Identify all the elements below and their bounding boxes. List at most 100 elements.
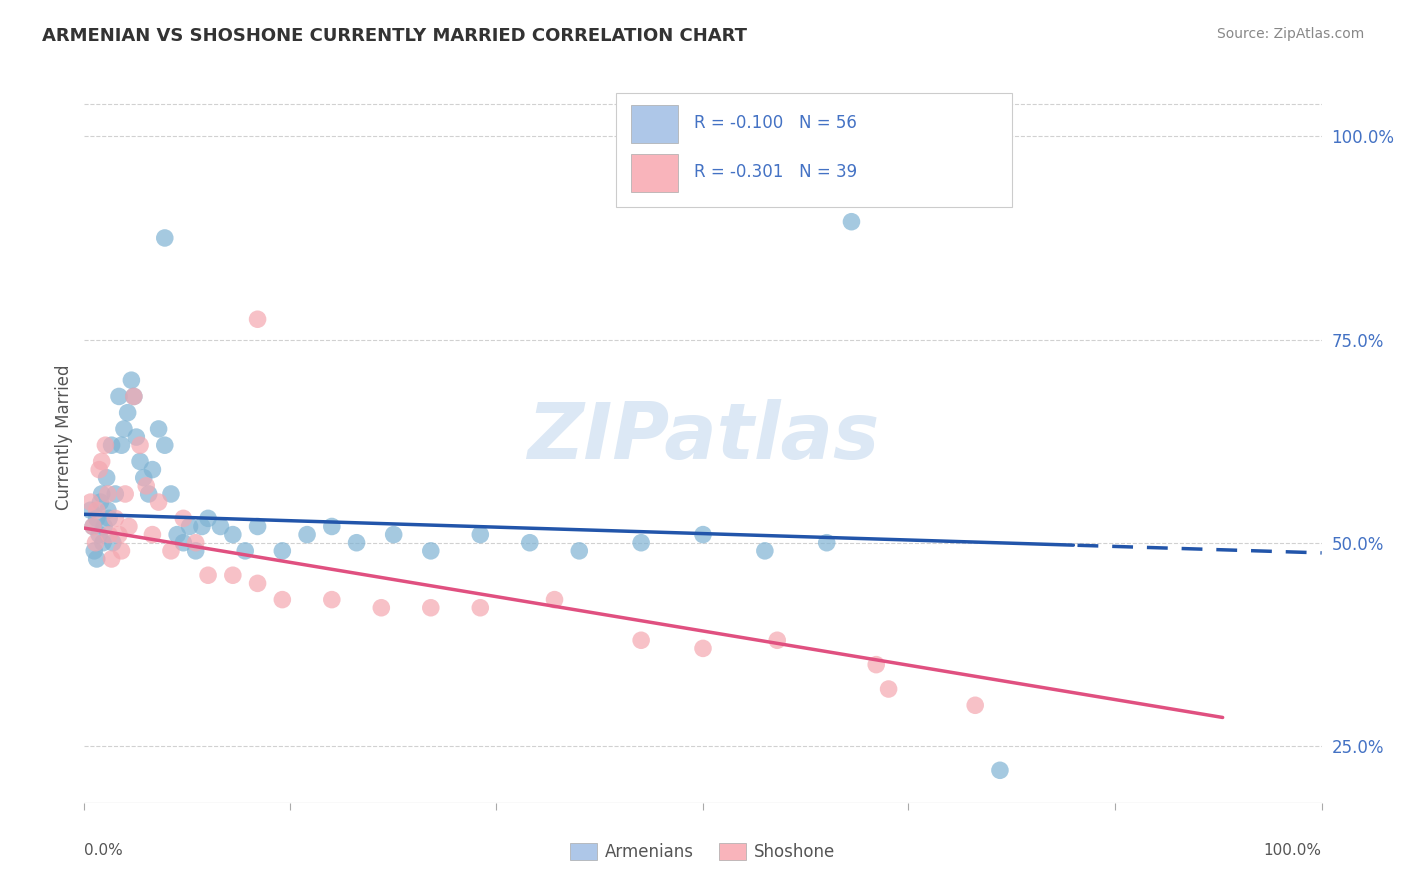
Point	[94, 438, 117, 452]
Point	[965, 698, 987, 713]
Point	[692, 527, 714, 541]
Point	[209, 519, 232, 533]
Point	[108, 389, 131, 403]
Point	[101, 535, 124, 549]
Point	[419, 544, 441, 558]
Point	[222, 568, 245, 582]
Point	[179, 519, 201, 533]
Point	[125, 430, 148, 444]
Point	[90, 454, 112, 468]
Point	[90, 487, 112, 501]
Text: Source: ZipAtlas.com: Source: ZipAtlas.com	[1216, 27, 1364, 41]
Point	[568, 544, 591, 558]
Point	[120, 373, 142, 387]
Legend: Armenians, Shoshone: Armenians, Shoshone	[564, 836, 842, 868]
Point	[271, 592, 294, 607]
Point	[82, 519, 104, 533]
Point	[246, 519, 269, 533]
Point	[815, 535, 838, 549]
Point	[295, 527, 318, 541]
Point	[93, 519, 115, 533]
Point	[129, 454, 152, 468]
Text: R = -0.100   N = 56: R = -0.100 N = 56	[695, 113, 858, 131]
Point	[166, 527, 188, 541]
Point	[470, 600, 492, 615]
Point	[117, 406, 139, 420]
Point	[89, 527, 111, 541]
Point	[110, 544, 132, 558]
Point	[754, 544, 776, 558]
Point	[246, 312, 269, 326]
Point	[91, 535, 114, 549]
Point	[271, 544, 294, 558]
Point	[766, 633, 789, 648]
Point	[96, 471, 118, 485]
Point	[100, 438, 122, 452]
Point	[184, 535, 207, 549]
Point	[97, 503, 120, 517]
Point	[233, 544, 256, 558]
Point	[865, 657, 887, 672]
Point	[419, 600, 441, 615]
Point	[148, 495, 170, 509]
Point	[321, 592, 343, 607]
Point	[160, 487, 183, 501]
Point	[172, 511, 194, 525]
Point	[86, 552, 108, 566]
Point	[153, 231, 176, 245]
Point	[98, 511, 121, 525]
Point	[112, 422, 135, 436]
Point	[630, 633, 652, 648]
Point	[108, 527, 131, 541]
Point	[197, 568, 219, 582]
Point	[98, 527, 121, 541]
Point	[197, 511, 219, 525]
Point	[84, 535, 107, 549]
Point	[122, 389, 145, 403]
Point	[79, 503, 101, 517]
Point	[122, 389, 145, 403]
Text: R = -0.301   N = 39: R = -0.301 N = 39	[695, 163, 858, 181]
Point	[543, 592, 565, 607]
FancyBboxPatch shape	[616, 94, 1012, 207]
FancyBboxPatch shape	[631, 105, 678, 143]
Point	[129, 438, 152, 452]
Point	[692, 641, 714, 656]
Y-axis label: Currently Married: Currently Married	[55, 364, 73, 510]
Point	[104, 487, 127, 501]
Point	[191, 519, 214, 533]
Point	[160, 544, 183, 558]
Point	[141, 462, 163, 476]
Point	[346, 535, 368, 549]
Point	[104, 511, 127, 525]
Point	[89, 462, 111, 476]
Text: ARMENIAN VS SHOSHONE CURRENTLY MARRIED CORRELATION CHART: ARMENIAN VS SHOSHONE CURRENTLY MARRIED C…	[42, 27, 747, 45]
Text: 0.0%: 0.0%	[84, 843, 124, 858]
Point	[100, 552, 122, 566]
Text: 100.0%: 100.0%	[1264, 843, 1322, 858]
Point	[135, 479, 157, 493]
Point	[321, 519, 343, 533]
Point	[110, 438, 132, 452]
Point	[83, 544, 105, 558]
Point	[89, 495, 111, 509]
Point	[988, 764, 1011, 778]
Point	[82, 519, 104, 533]
Point	[86, 503, 108, 517]
Point	[841, 215, 863, 229]
Point	[79, 495, 101, 509]
Point	[630, 535, 652, 549]
Point	[246, 576, 269, 591]
Point	[184, 544, 207, 558]
Point	[118, 519, 141, 533]
Point	[370, 600, 392, 615]
Point	[132, 471, 155, 485]
Point	[222, 527, 245, 541]
Point	[519, 535, 541, 549]
Text: ZIPatlas: ZIPatlas	[527, 399, 879, 475]
FancyBboxPatch shape	[631, 154, 678, 192]
Point	[86, 511, 108, 525]
Point	[382, 527, 405, 541]
Point	[114, 487, 136, 501]
Point	[172, 535, 194, 549]
